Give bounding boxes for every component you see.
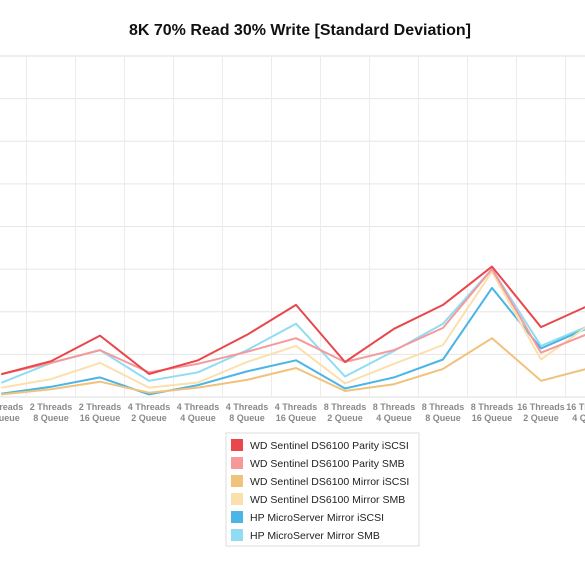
x-tick-label-line: 4 Threads [275,402,318,412]
x-tick-label-line: 8 Queue [229,413,265,423]
legend-label: HP MicroServer Mirror SMB [250,530,380,542]
legend-swatch [231,529,243,541]
series-line-4 [1,286,585,396]
x-tick-label: 8 Threads 16 Queue [471,402,514,423]
legend-swatch [231,475,243,487]
x-tick-label: 8 Threads 8 Queue [422,402,465,423]
series-line-1 [1,268,585,375]
legend-swatch [231,457,243,469]
x-tick-label: 2 Threads 16 Queue [79,402,122,423]
x-tick-label-line: 8 Threads [471,402,514,412]
legend-swatch [231,511,243,523]
plot-area-border [0,55,585,398]
x-tick-label-line: 2 Queue [327,413,363,423]
legend-swatch [231,439,243,451]
x-tick-label-line: 1 Threads [0,402,23,412]
x-tick-label-line: 4 Threads [128,402,171,412]
legend-box [225,432,420,547]
x-tick-label-line: 8 Threads [373,402,416,412]
x-tick-label: 16 Threads 2 Queue [517,402,565,423]
legend-label: WD Sentinel DS6100 Mirror SMB [250,494,405,506]
series-lines [1,265,585,396]
x-tick-label-line: 16 Queue [276,413,317,423]
x-tick-label-line: 16 Queue [472,413,513,423]
x-tick-label-line: 2 Queue [523,413,559,423]
x-tick-label-line: 16 Queue [80,413,121,423]
legend-label: HP MicroServer Mirror iSCSI [250,512,384,524]
legend-label: WD Sentinel DS6100 Parity iSCSI [250,440,409,452]
x-tick-label-line: 8 Queue [33,413,69,423]
series-line-3 [1,270,585,389]
series-line-0 [1,265,585,375]
x-tick-label-line: 8 Threads [324,402,367,412]
legend: WD Sentinel DS6100 Parity iSCSI WD Sentin… [225,432,420,547]
legend-swatch [231,493,243,505]
x-tick-label-line: 4 Threads [177,402,220,412]
x-tick-label: 8 Threads 2 Queue [324,402,367,423]
x-tick-label: 4 Threads 8 Queue [226,402,269,423]
x-tick-label-line: 1 Queue [0,413,20,423]
x-tick-label-line: 4 Threads [226,402,269,412]
x-tick-label-line: 4 Queue [180,413,216,423]
x-tick-label-line: 8 Queue [425,413,461,423]
x-tick-label: 8 Threads 4 Queue [373,402,416,423]
x-tick-label-line: 16 Threads [517,402,565,412]
legend-label: WD Sentinel DS6100 Mirror iSCSI [250,476,409,488]
x-tick-label: 2 Threads 8 Queue [30,402,73,423]
x-tick-label-line: 4 Queue [572,413,585,423]
chart-title: 8K 70% Read 30% Write [Standard Deviatio… [129,22,471,39]
x-tick-label: 4 Threads 2 Queue [128,402,171,423]
x-tick-label-line: 2 Queue [131,413,167,423]
series-line-2 [1,337,585,396]
x-tick-label-line: 2 Threads [30,402,73,412]
x-tick-label-line: 4 Queue [376,413,412,423]
x-tick-label-line: 8 Threads [422,402,465,412]
x-tick-label: 4 Threads 4 Queue [177,402,220,423]
x-tick-label-line: 2 Threads [79,402,122,412]
x-tick-label-line: 16 Threads [566,402,585,412]
legend-label: WD Sentinel DS6100 Parity SMB [250,458,405,470]
x-tick-label: 4 Threads 16 Queue [275,402,318,423]
grid [0,56,585,397]
